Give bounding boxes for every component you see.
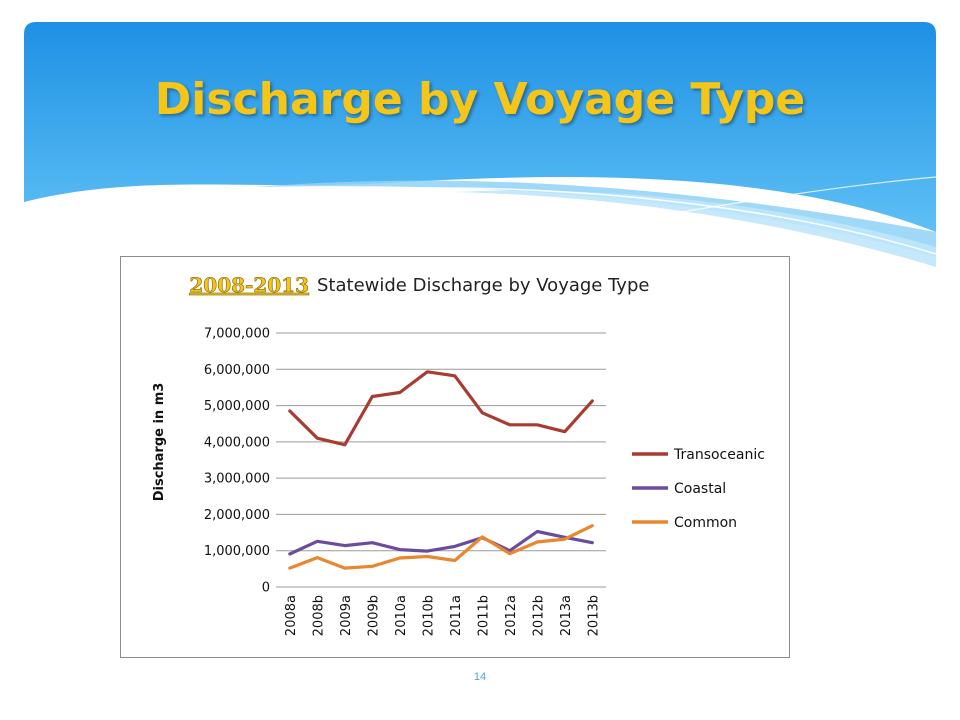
header-banner [24,22,936,267]
x-tick-label: 2009b [366,595,381,636]
line-chart: 2008-2013 Statewide Discharge by Voyage … [152,273,765,637]
y-tick-label: 6,000,000 [204,363,270,378]
legend-label: Common [674,515,737,531]
series-line-coastal [288,529,594,556]
x-tick-label: 2008b [311,595,326,636]
y-tick-label: 5,000,000 [204,399,270,414]
y-tick-label: 3,000,000 [204,472,270,487]
x-tick-label: 2010a [394,595,409,636]
page-number: 14 [473,671,487,683]
legend-label: Coastal [674,481,726,497]
x-tick-label: 2009a [339,595,354,636]
chart-title: Statewide Discharge by Voyage Type [317,275,649,296]
chart-title-years: 2008-2013 [189,273,309,297]
x-tick-label: 2011b [476,595,491,636]
x-tick-label: 2012a [504,595,519,636]
x-tick-label: 2008a [284,595,299,636]
chart-frame: 2008-2013 Statewide Discharge by Voyage … [120,256,790,658]
x-tick-label: 2010b [421,595,436,636]
x-tick-label: 2011a [449,595,464,636]
y-axis-label: Discharge in m3 [152,383,167,502]
legend-label: Transoceanic [673,447,765,463]
y-tick-label: 7,000,000 [204,327,270,342]
x-tick-label: 2013b [586,595,601,636]
slide-title: Discharge by Voyage Type [154,74,806,125]
series-line-transoceanic [288,370,594,447]
x-tick-label: 2013a [559,595,574,636]
y-tick-label: 2,000,000 [204,508,270,523]
series-line-common [288,524,594,570]
y-tick-label: 0 [262,581,270,596]
y-tick-label: 4,000,000 [204,435,270,450]
y-tick-label: 1,000,000 [204,544,270,559]
x-tick-label: 2012b [531,595,546,636]
